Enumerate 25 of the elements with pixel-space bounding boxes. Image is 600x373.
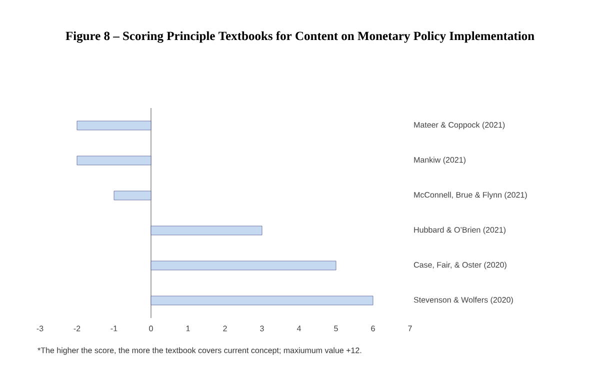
x-tick-label: 7 <box>408 326 412 332</box>
x-tick-label: -2 <box>74 326 80 332</box>
x-tick-label: 0 <box>149 326 153 332</box>
bar <box>76 156 152 166</box>
x-tick-label: 5 <box>334 326 338 332</box>
bar <box>150 260 336 270</box>
bar <box>150 296 374 306</box>
x-tick-label: 2 <box>223 326 227 332</box>
text: *The higher the score, the more the textbook covers current concept; maxiumum value +12. <box>38 347 362 355</box>
x-tick-label: 1 <box>186 326 190 332</box>
y-tick-label: Case, Fair, & Oster (2020) <box>414 262 506 270</box>
bar <box>76 120 152 130</box>
x-tick-label: 3 <box>260 326 264 332</box>
bar <box>150 226 262 236</box>
x-tick-label: -1 <box>110 326 118 332</box>
bar <box>114 190 152 200</box>
chart-title: Figure 8 – Scoring Principle Textbooks for Content on Monetary Policy Implementation <box>66 31 534 43</box>
y-tick-label: McConnell, Brue & Flynn (2021) <box>414 192 527 200</box>
x-tick-label: 6 <box>371 326 375 332</box>
x-tick-label: 4 <box>296 326 301 332</box>
y-tick-label: Hubbard & O’Brien (2021) <box>414 226 506 234</box>
x-tick-label: -3 <box>36 326 44 332</box>
y-tick-label: Mankiw (2021) <box>414 156 466 164</box>
y-tick-label: Mateer & Coppock (2021) <box>414 122 505 130</box>
y-tick-label: Stevenson & Wolfers (2020) <box>414 296 513 304</box>
